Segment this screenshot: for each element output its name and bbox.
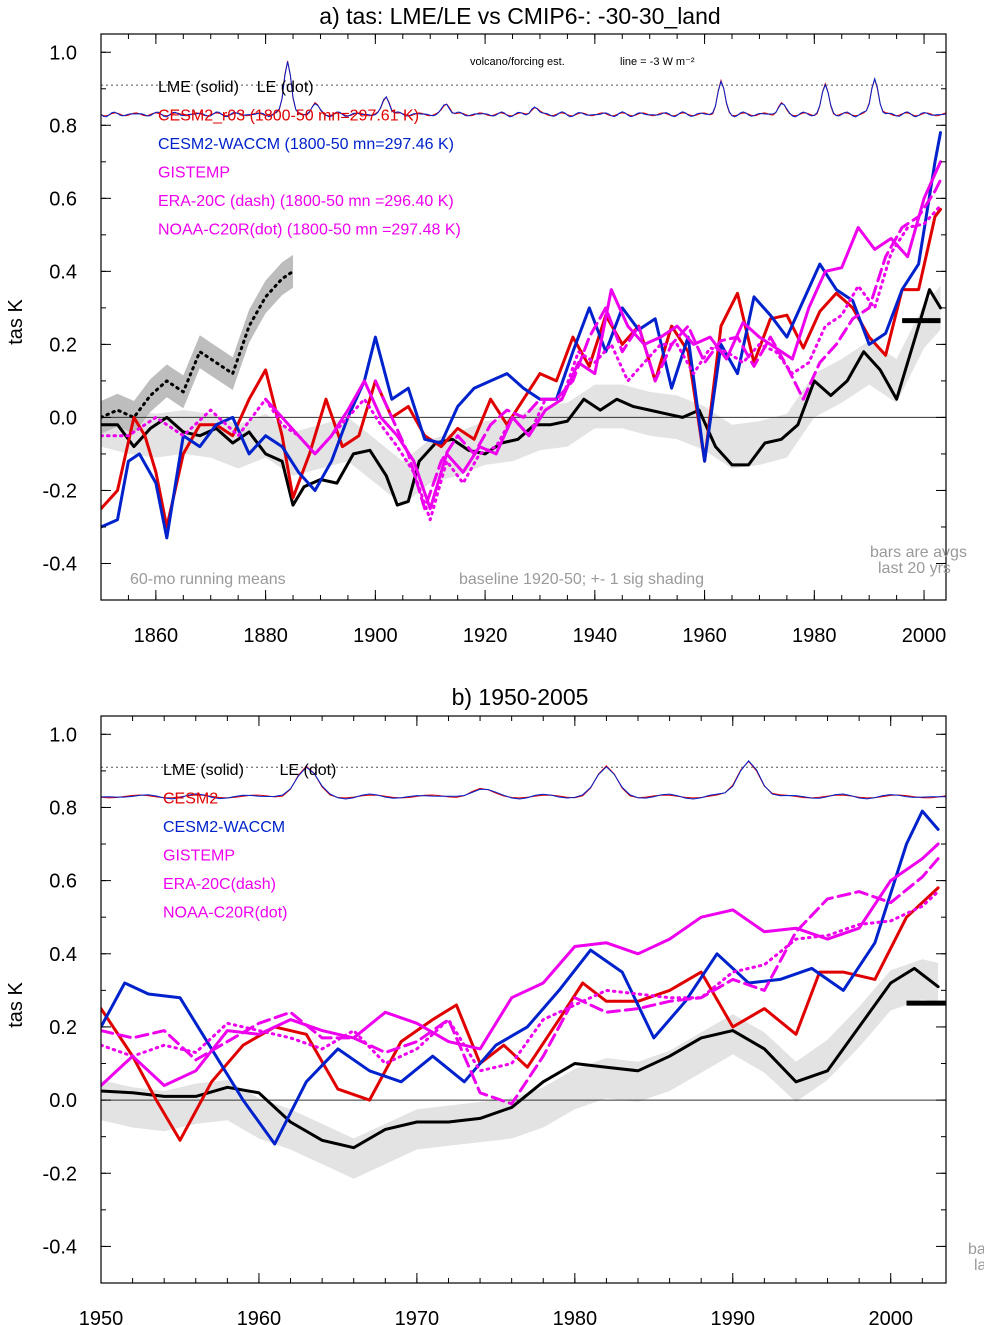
panel-a-title: a) tas: LME/LE vs CMIP6-: -30-30_land xyxy=(319,3,720,29)
annotation-last-cut: la xyxy=(974,1257,984,1274)
y-tick-label: 0.4 xyxy=(49,261,77,283)
annotation-last-20-yrs: last 20 yrs xyxy=(878,560,951,577)
legend-entry: LME (solid) LE (dot) xyxy=(158,79,314,96)
series-line-cesm2-waccm xyxy=(101,131,942,540)
y-tick-label: 0.8 xyxy=(49,115,77,137)
y-tick-label: -0.2 xyxy=(43,1163,77,1185)
y-tick-label: 0.0 xyxy=(49,1090,77,1112)
series-line-noaa-c20r xyxy=(101,204,942,522)
y-tick-label: -0.2 xyxy=(43,480,77,502)
series-line-noaa-c20r xyxy=(101,890,940,1073)
plot-frame xyxy=(100,715,947,1284)
forcing-trace-blue xyxy=(101,61,946,118)
plot-area xyxy=(101,60,946,540)
y-tick-label: 1.0 xyxy=(49,724,77,746)
series-line-cesm2-waccm xyxy=(101,809,940,1146)
panel-b-title: b) 1950-2005 xyxy=(452,684,589,710)
x-tick-label: 2000 xyxy=(868,1308,913,1325)
panel-a-ylabel: tas K xyxy=(5,299,27,345)
legend-entry: CESM2 xyxy=(163,791,218,808)
legend-entry: LME (solid) LE (dot) xyxy=(163,762,336,779)
y-tick-label: 1.0 xyxy=(49,42,77,64)
annotation-running-means: 60-mo running means xyxy=(130,571,286,588)
legend-entry: CESM2-WACCM xyxy=(163,819,285,836)
x-tick-label: 1860 xyxy=(134,625,179,647)
series-line-lme xyxy=(101,288,942,507)
legend-entry: CESM2-WACCM (1800-50 mn=297.46 K) xyxy=(158,136,454,153)
y-tick-label: -0.4 xyxy=(43,1236,77,1258)
y-tick-label: 0.6 xyxy=(49,188,77,210)
series-line-lme xyxy=(101,966,940,1150)
annotation-baseline: baseline 1920-50; +- 1 sig shading xyxy=(459,571,704,588)
le-spread-band xyxy=(101,254,293,434)
legend-entry: GISTEMP xyxy=(163,848,235,865)
x-tick-label: 1970 xyxy=(395,1308,440,1325)
annotation-bars-avgs: bars are avgs xyxy=(870,544,967,561)
x-tick-label: 1880 xyxy=(243,625,288,647)
sigma-shading-band xyxy=(101,959,939,1179)
y-tick-label: 0.2 xyxy=(49,1017,77,1039)
x-tick-label: 1980 xyxy=(553,1308,598,1325)
panel-b: b) 1950-2005 tas K -0.4 -0.2 0.0 0.2 0.4 0.6 0… xyxy=(5,684,984,1325)
y-tick-label: 0.6 xyxy=(49,871,77,893)
series-line-era-20c xyxy=(373,178,942,511)
y-tick-label: 0.4 xyxy=(49,944,77,966)
y-tick-label: 0.0 xyxy=(49,407,77,429)
annotation-bars-avgs-cut: ba xyxy=(968,1241,984,1258)
forcing-line-note: line = -3 W m⁻² xyxy=(620,56,695,68)
y-tick-label: 0.8 xyxy=(49,797,77,819)
legend-entry: NOAA-C20R(dot) xyxy=(163,905,287,922)
x-tick-label: 1940 xyxy=(573,625,618,647)
forcing-note: volcano/forcing est. xyxy=(470,56,565,68)
legend-entry: ERA-20C (dash) (1800-50 mn =296.40 K) xyxy=(158,193,454,210)
x-tick-label: 1920 xyxy=(463,625,508,647)
series-line-le xyxy=(101,269,295,419)
x-tick-label: 1960 xyxy=(237,1308,282,1325)
legend-entry: ERA-20C(dash) xyxy=(163,876,276,893)
x-tick-label: 1950 xyxy=(79,1308,124,1325)
x-tick-label: 1960 xyxy=(682,625,727,647)
legend-entry: GISTEMP xyxy=(158,165,230,182)
legend-entry: NOAA-C20R(dot) (1800-50 mn =297.48 K) xyxy=(158,222,461,239)
series-line-cesm2-r03 xyxy=(101,207,942,529)
legend-entry: CESM2_r03 (1800-50 mn=297.61 K) xyxy=(158,108,419,125)
series-line-era-20c xyxy=(101,857,940,1106)
x-tick-label: 2000 xyxy=(902,625,947,647)
series-line-gistemp xyxy=(264,160,942,511)
x-tick-label: 1980 xyxy=(792,625,837,647)
plot-area xyxy=(101,760,946,1179)
x-tick-label: 1990 xyxy=(711,1308,756,1325)
y-tick-label: -0.4 xyxy=(43,553,77,575)
panel-a: a) tas: LME/LE vs CMIP6-: -30-30_land ta… xyxy=(5,3,967,647)
x-tick-label: 1900 xyxy=(353,625,398,647)
forcing-trace-red xyxy=(101,760,946,799)
plot-frame xyxy=(100,33,947,601)
panel-b-ylabel: tas K xyxy=(5,982,27,1028)
y-tick-label: 0.2 xyxy=(49,334,77,356)
forcing-trace-blue xyxy=(101,760,946,800)
